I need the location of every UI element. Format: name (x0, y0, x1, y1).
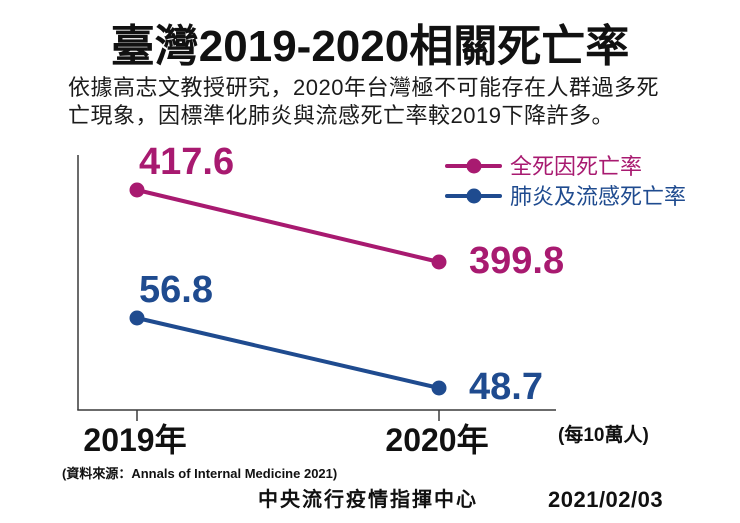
series-2-value-label: 56.8 (139, 269, 213, 311)
page-title: 臺灣2019-2020相關死亡率 (110, 22, 630, 71)
legend-swatch-dot (466, 158, 482, 174)
legend-swatch-dot (466, 188, 482, 204)
footer-organization: 中央流行疫情指揮中心 (258, 489, 478, 511)
series-1-point (129, 182, 145, 198)
legend: 全死因死亡率 肺炎及流感死亡率 (445, 154, 686, 209)
legend-item-all-cause-mortality: 全死因死亡率 (445, 154, 642, 179)
series-2-value-label: 48.7 (469, 366, 543, 408)
series-1-value-label: 417.6 (139, 141, 234, 183)
x-tick-label: 2019年 (83, 422, 186, 458)
series-2-point (431, 380, 447, 396)
series-2: 56.8 48.7 (129, 269, 543, 408)
x-tick-labels: 2019年 2020年 (83, 422, 488, 458)
unit-label: (每10萬人) (558, 423, 649, 446)
x-tick-label: 2020年 (385, 422, 488, 458)
series-1-line (135, 188, 441, 264)
series-layer: 417.6 399.8 56.8 48.7 (129, 141, 564, 408)
chart-axes (77, 155, 556, 421)
x-ticks (136, 410, 440, 421)
legend-label: 全死因死亡率 (510, 154, 642, 179)
intro-line: 亡現象，因標準化肺炎與流感死亡率較2019下降許多。 (68, 103, 614, 128)
legend-label: 肺炎及流感死亡率 (510, 184, 686, 209)
series-1-value-label: 399.8 (469, 240, 564, 282)
legend-item-pneumonia-influenza-mortality: 肺炎及流感死亡率 (445, 184, 686, 209)
series-1: 417.6 399.8 (129, 141, 564, 282)
series-2-point (129, 310, 145, 326)
intro-line: 依據高志文教授研究，2020年台灣極不可能存在人群過多死 (68, 75, 659, 100)
series-2-line (135, 316, 441, 390)
series-1-point (431, 254, 447, 270)
data-source: (資料來源：Annals of Internal Medicine 2021) (62, 466, 338, 481)
footer-date: 2021/02/03 (548, 487, 664, 512)
intro-note: 依據高志文教授研究，2020年台灣極不可能存在人群過多死 亡現象，因標準化肺炎與… (68, 74, 659, 130)
